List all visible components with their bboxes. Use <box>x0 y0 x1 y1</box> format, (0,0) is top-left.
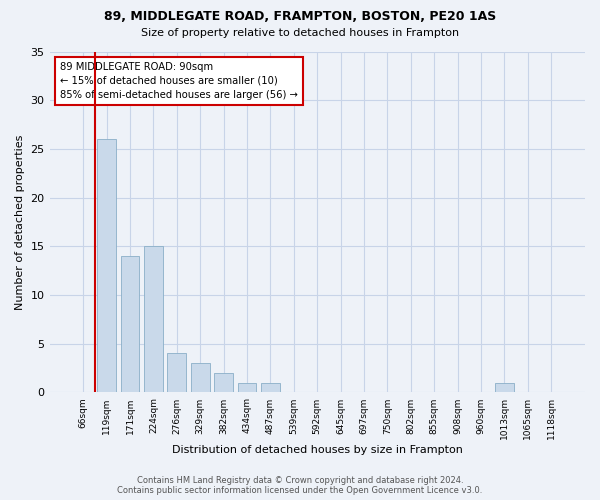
Text: Size of property relative to detached houses in Frampton: Size of property relative to detached ho… <box>141 28 459 38</box>
Bar <box>261 382 280 392</box>
Text: 89 MIDDLEGATE ROAD: 90sqm
← 15% of detached houses are smaller (10)
85% of semi-: 89 MIDDLEGATE ROAD: 90sqm ← 15% of detac… <box>60 62 298 100</box>
Bar <box>97 139 116 392</box>
Bar <box>121 256 139 392</box>
Text: 89, MIDDLEGATE ROAD, FRAMPTON, BOSTON, PE20 1AS: 89, MIDDLEGATE ROAD, FRAMPTON, BOSTON, P… <box>104 10 496 23</box>
Bar <box>167 354 186 393</box>
X-axis label: Distribution of detached houses by size in Frampton: Distribution of detached houses by size … <box>172 445 463 455</box>
Bar <box>495 382 514 392</box>
Bar <box>238 382 256 392</box>
Y-axis label: Number of detached properties: Number of detached properties <box>15 134 25 310</box>
Bar <box>191 363 209 392</box>
Bar <box>144 246 163 392</box>
Bar <box>214 373 233 392</box>
Text: Contains HM Land Registry data © Crown copyright and database right 2024.
Contai: Contains HM Land Registry data © Crown c… <box>118 476 482 495</box>
